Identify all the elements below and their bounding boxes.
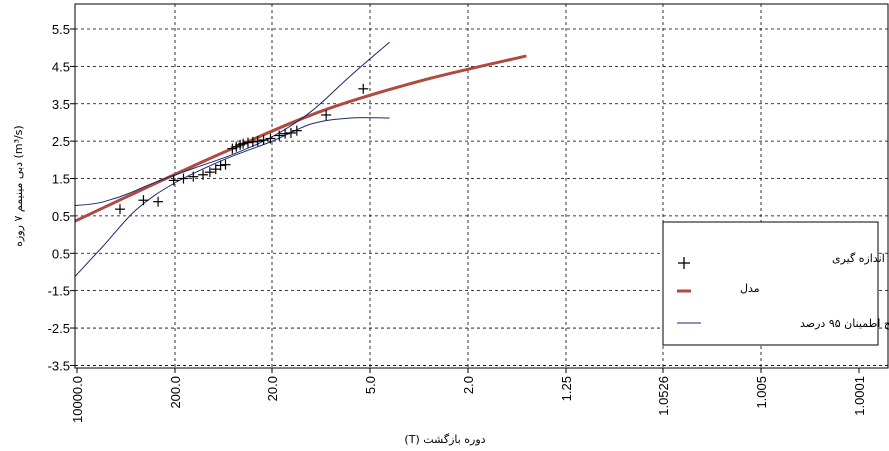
x-tick-label: 1.25 [559,376,574,401]
data-point [204,167,215,178]
confidence-band-line [75,117,390,278]
data-point [285,127,296,138]
data-point [178,173,189,184]
data-point [238,138,249,149]
y-tick-label: 1.5 [52,172,70,187]
data-point [265,133,276,144]
grid [75,4,888,368]
data-point [188,171,199,182]
data-point [242,137,253,148]
legend: داده های اندازه گیری مدل سطح اطمینان ۹۵ … [662,221,889,346]
y-axis-ticks: 5.5 4.5 3.5 2.5 1.5 0.5 0.5 -1.5 -2.5 -3.5 [48,22,75,373]
data-point [358,83,369,94]
data-point [114,204,125,215]
legend-marker-plus [678,257,690,269]
y-tick-label: -1.5 [48,284,70,299]
data-point [258,135,269,146]
y-tick-label: 0.5 [52,209,70,224]
y-tick-label: 5.5 [52,22,70,37]
data-point [220,159,231,170]
y-axis-title: دبی مینیمم ۷ روزه (m³/s) [12,125,25,246]
model-line [75,54,527,223]
y-tick-label: -2.5 [48,321,70,336]
data-point [168,175,179,186]
legend-box [662,221,879,346]
data-point [274,130,285,141]
confidence-band-line [75,41,390,207]
data-point [198,169,209,180]
plot-frame [74,3,889,369]
x-tick-label: 2.0 [461,376,476,394]
x-tick-label: 1.005 [754,376,769,409]
data-point [138,195,149,206]
x-axis-title: دوره بازگشت (T) [404,433,485,446]
x-axis-ticks: 10000.0 200.0 20.0 5.0 2.0 1.25 1.0526 1.005 1.0… [70,368,867,423]
y-tick-label: 0.5 [52,246,70,261]
y-tick-label: 3.5 [52,97,70,112]
legend-label-model: مدل [740,282,760,295]
series-layer [75,41,527,278]
y-tick-label: 4.5 [52,59,70,74]
y-tick-label: 2.5 [52,134,70,149]
x-tick-label: 200.0 [168,376,183,409]
x-tick-label: 5.0 [363,376,378,394]
y-tick-label: -3.5 [48,358,70,373]
x-tick-label: 20.0 [265,376,280,401]
legend-label-confidence: سطح اطمینان ۹۵ درصد [800,317,889,330]
data-point [291,125,302,136]
data-point [321,109,332,120]
x-tick-label: 1.0001 [852,376,867,416]
data-point [247,136,258,147]
x-tick-label: 10000.0 [70,376,85,423]
legend-label-measured: داده های اندازه گیری [832,252,889,265]
data-point [215,160,226,171]
data-point [252,136,263,147]
x-tick-label: 1.0526 [656,376,671,416]
data-point [153,196,164,207]
data-point [280,128,291,139]
